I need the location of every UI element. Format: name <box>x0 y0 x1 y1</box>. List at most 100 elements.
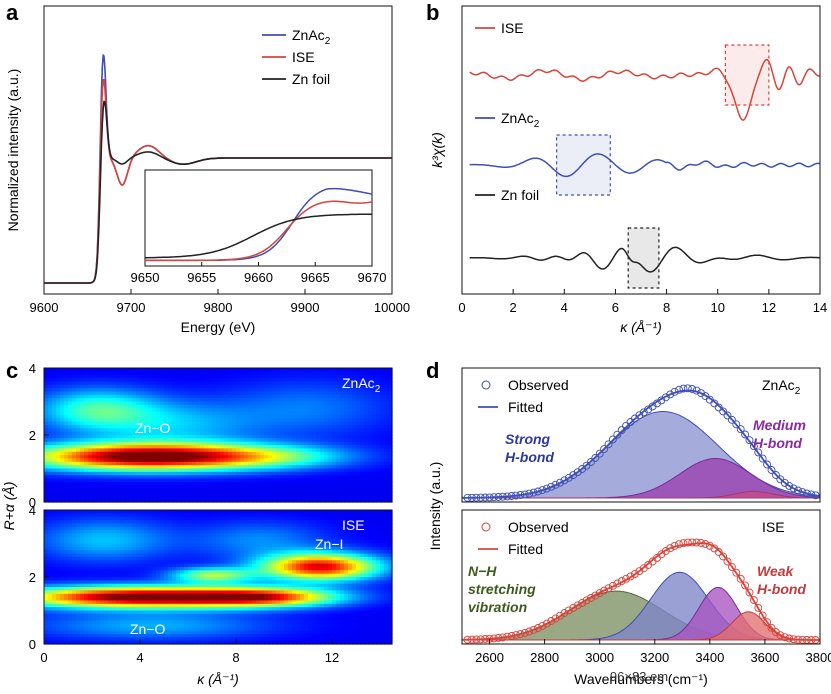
heat-cell <box>64 607 69 612</box>
heat-cell <box>252 401 257 406</box>
heat-cell <box>228 388 233 393</box>
heat-cell <box>368 388 373 393</box>
heat-cell <box>176 553 181 558</box>
heat-cell <box>164 368 169 372</box>
heat-cell <box>280 438 285 443</box>
heat-cell <box>192 418 197 423</box>
heat-cell <box>60 368 65 372</box>
heat-cell <box>284 384 289 389</box>
heat-cell <box>48 471 53 476</box>
inset-series-a <box>145 213 372 259</box>
heat-cell <box>128 435 133 439</box>
heat-cell <box>384 498 389 503</box>
heat-cell <box>120 590 125 595</box>
heat-cell <box>60 458 65 463</box>
heat-cell <box>252 378 257 382</box>
heat-cell <box>80 556 85 561</box>
heat-cell <box>312 485 317 490</box>
heat-cell <box>176 384 181 389</box>
heat-cell <box>136 603 141 608</box>
heat-cell <box>172 583 177 588</box>
heat-cell <box>164 431 169 436</box>
heat-cell <box>248 445 253 449</box>
heat-cell <box>132 563 137 568</box>
heat-cell <box>140 640 145 645</box>
heat-cell <box>384 471 389 476</box>
heat-cell <box>288 424 293 429</box>
heat-cell <box>248 411 253 416</box>
heat-cell <box>148 381 153 386</box>
heat-cell <box>60 613 65 618</box>
heat-cell <box>148 603 153 608</box>
heat-cell <box>204 374 209 379</box>
heat-cell <box>148 404 153 409</box>
heat-cell <box>216 421 221 426</box>
heat-cell <box>268 411 273 416</box>
heat-cell <box>152 435 157 439</box>
heat-cell <box>140 488 145 493</box>
heat-cell <box>64 617 69 622</box>
heat-cell <box>224 384 229 389</box>
heat-cell <box>184 424 189 429</box>
heat-cell <box>172 603 177 608</box>
heat-cell <box>336 458 341 463</box>
heat-cell <box>348 368 353 372</box>
heat-cell <box>132 441 137 446</box>
heat-cell <box>328 468 333 473</box>
heat-cell <box>232 445 237 449</box>
heat-cell <box>140 381 145 386</box>
heat-cell <box>124 448 129 453</box>
heat-cell <box>76 491 81 496</box>
heat-cell <box>156 607 161 612</box>
heat-cell <box>264 418 269 423</box>
heat-cell <box>348 404 353 409</box>
heat-cell <box>132 640 137 645</box>
heat-cell <box>56 597 61 602</box>
heat-cell <box>68 510 73 514</box>
heat-cell <box>156 587 161 591</box>
heat-cell <box>244 431 249 436</box>
heat-cell <box>72 617 77 622</box>
heat-cell <box>260 398 265 403</box>
heat-cell <box>332 468 337 473</box>
heat-cell <box>184 381 189 386</box>
heat-cell <box>244 478 249 483</box>
heat-cell <box>48 627 53 632</box>
heat-cell <box>176 590 181 595</box>
heat-cell <box>376 485 381 490</box>
heat-cell <box>376 374 381 379</box>
heat-cell <box>216 461 221 466</box>
heat-cell <box>84 478 89 483</box>
heat-cell <box>260 478 265 483</box>
heat-cell <box>160 577 165 581</box>
heat-cell <box>96 603 101 608</box>
heat-cell <box>180 630 185 635</box>
heat-cell <box>204 451 209 456</box>
heat-cell <box>156 633 161 638</box>
heat-cell <box>156 590 161 595</box>
heat-cell <box>68 593 73 598</box>
heat-cell <box>48 563 53 568</box>
heat-cell <box>240 478 245 483</box>
heat-cell <box>204 438 209 443</box>
heat-cell <box>124 597 129 602</box>
heat-cell <box>120 498 125 503</box>
heat-cell <box>364 445 369 449</box>
heat-cell <box>140 630 145 635</box>
heat-cell <box>56 475 61 480</box>
heat-cell <box>84 468 89 473</box>
heat-cell <box>128 637 133 642</box>
heat-cell <box>60 640 65 645</box>
heat-cell <box>200 468 205 473</box>
heat-cell <box>144 374 149 379</box>
heat-cell <box>160 368 165 372</box>
heat-cell <box>84 607 89 612</box>
heat-cell <box>288 414 293 419</box>
heat-cell <box>116 623 121 628</box>
heat-cell <box>80 627 85 632</box>
heat-cell <box>336 404 341 409</box>
heat-cell <box>140 435 145 439</box>
heat-cell <box>92 610 97 615</box>
heat-cell <box>360 384 365 389</box>
heat-cell <box>112 414 117 419</box>
